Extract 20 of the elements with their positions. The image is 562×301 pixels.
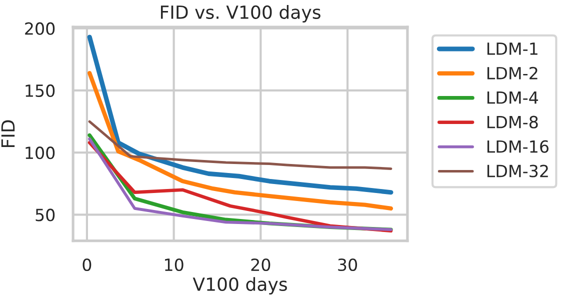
y-tick-label: 150 bbox=[26, 84, 55, 98]
legend-label: LDM-1 bbox=[487, 42, 538, 55]
y-tick-label: 100 bbox=[26, 146, 55, 160]
y-axis-title: FID bbox=[1, 120, 15, 147]
y-tick-label: 200 bbox=[25, 22, 55, 35]
x-tick-label: 0 bbox=[82, 258, 92, 272]
legend-label: LDM-2 bbox=[487, 66, 538, 80]
x-tick-label: 10 bbox=[165, 258, 184, 272]
legend-label: LDM-32 bbox=[487, 164, 548, 178]
x-axis-title: V100 days bbox=[192, 277, 287, 295]
y-tick-label: 50 bbox=[36, 208, 55, 222]
line-series bbox=[87, 70, 394, 211]
line-series bbox=[88, 120, 392, 170]
line-series bbox=[87, 34, 394, 195]
x-tick-label: 20 bbox=[251, 258, 270, 272]
x-tick-label: 30 bbox=[338, 258, 358, 272]
chart-title: FID vs. V100 days bbox=[160, 5, 320, 23]
legend-label: LDM-16 bbox=[487, 140, 549, 153]
legend-label: LDM-8 bbox=[487, 116, 538, 128]
legend-label: LDM-4 bbox=[487, 92, 538, 104]
